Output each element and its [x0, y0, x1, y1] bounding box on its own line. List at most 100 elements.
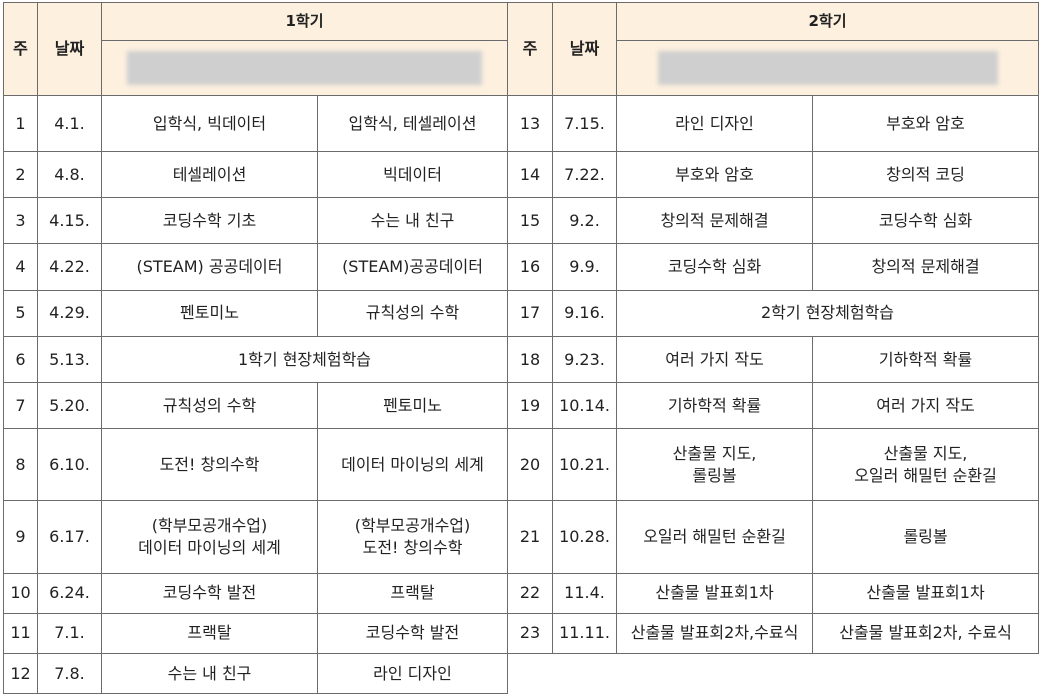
week-cell: 6: [3, 335, 38, 383]
cell-line: 여러 가지 작도: [876, 395, 975, 415]
cell-line: 코딩수학 심화: [667, 257, 762, 277]
cell-line: (학부모공개수업): [354, 516, 471, 536]
class-b-cell: (학부모공개수업) 도전! 창의수학: [316, 500, 509, 574]
cell-line: 코딩수학 발전: [162, 583, 257, 603]
field-trip-cell: 2학기 현장체험학습: [616, 289, 1040, 337]
date-cell: 11.11.: [552, 612, 618, 654]
date-cell: 4.22.: [37, 243, 102, 291]
table-row: 1 4.1. 입학식, 빅데이터 입학식, 테셀레이션 13 7.15. 라인 디자인 부호와…: [3, 94, 1040, 153]
table-row: 7 5.20. 규칙성의 수학 펜토미노 19 10.14. 기하학적 확률 여러 가지 작도: [3, 381, 1040, 430]
cell-line: 수는 내 친구: [370, 211, 455, 231]
header-subtitle-redacted-1: [100, 40, 509, 96]
header-semester-2: 2학기: [616, 2, 1040, 41]
cell-line: 롤링볼: [692, 465, 737, 485]
table-row: 11 7.1. 프랙탈 코딩수학 발전 23 11.11. 산출물 발표회2차,수료식 산출물…: [3, 612, 1040, 654]
class-b-cell: 펜토미노: [316, 381, 509, 430]
class-b-cell: 산출물 지도, 오일러 해밀턴 순환길: [812, 428, 1040, 502]
class-a-cell: 프랙탈: [101, 612, 318, 654]
week-cell: 18: [507, 335, 554, 383]
date-cell: 7.15.: [552, 94, 618, 153]
header-week-2: 주: [507, 2, 554, 96]
cell-line: 수는 내 친구: [167, 663, 252, 683]
class-a-cell: 라인 디자인: [616, 94, 814, 153]
cell-line: 펜토미노: [180, 303, 239, 323]
date-cell: 5.13.: [37, 335, 102, 383]
class-a-cell: 입학식, 빅데이터: [101, 94, 318, 153]
cell-line: 라인 디자인: [373, 663, 452, 683]
class-b-cell: 산출물 발표회2차, 수료식: [812, 612, 1040, 654]
table-row: 8 6.10. 도전! 창의수학 데이터 마이닝의 세계 20 10.21. 산출물 지도,…: [3, 428, 1040, 502]
class-b-cell: 창의적 코딩: [812, 151, 1040, 199]
date-cell: 7.1.: [37, 612, 102, 654]
cell-line: 여러 가지 작도: [665, 349, 764, 369]
week-cell: 19: [507, 381, 554, 430]
cell-line: 롤링볼: [903, 527, 948, 547]
week-cell: 3: [3, 197, 38, 245]
cell-line: 창의적 문제해결: [871, 257, 980, 277]
header-date-1: 날짜: [37, 2, 102, 96]
class-b-cell: 산출물 발표회1차: [812, 572, 1040, 614]
week-cell: 23: [507, 612, 554, 654]
cell-line: 산출물 발표회1차: [866, 583, 985, 603]
table-row: 5 4.29. 펜토미노 규칙성의 수학 17 9.16. 2학기 현장체험학습: [3, 289, 1040, 337]
class-a-cell: (학부모공개수업) 데이터 마이닝의 세계: [101, 500, 318, 574]
class-b-cell: 라인 디자인: [316, 652, 509, 695]
cell-line: 입학식, 테셀레이션: [348, 113, 477, 133]
cell-line: 빅데이터: [383, 164, 442, 184]
cell-line: 산출물 지도,: [883, 444, 968, 464]
date-cell: 4.8.: [37, 151, 102, 199]
week-cell: 7: [3, 381, 38, 430]
cell-line: 산출물 지도,: [672, 444, 757, 464]
date-cell: 4.29.: [37, 289, 102, 337]
class-b-cell: (STEAM)공공데이터: [316, 243, 509, 291]
cell-line: 펜토미노: [383, 395, 442, 415]
class-a-cell: 오일러 해밀턴 순환길: [616, 500, 814, 574]
cell-line: 부호와 암호: [675, 164, 754, 184]
class-a-cell: 테셀레이션: [101, 151, 318, 199]
cell-line: 산출물 발표회1차: [655, 583, 774, 603]
field-trip-cell: 1학기 현장체험학습: [100, 335, 509, 383]
cell-line: 산출물 발표회2차,수료식: [630, 623, 799, 643]
class-a-cell: 산출물 발표회1차: [616, 572, 814, 614]
class-a-cell: 산출물 지도, 롤링볼: [616, 428, 814, 502]
table-row: 12 7.8. 수는 내 친구 라인 디자인: [3, 652, 1039, 695]
class-a-cell: 규칙성의 수학: [101, 381, 318, 430]
redacted-bar: [657, 51, 998, 85]
header-semester-1: 1학기: [100, 2, 509, 41]
table-row: 6 5.13. 1학기 현장체험학습 18 9.23. 여러 가지 작도 기하학적 확률: [3, 335, 1040, 383]
cell-line: 프랙탈: [390, 583, 435, 603]
date-cell: 5.20.: [37, 381, 102, 430]
class-a-cell: 수는 내 친구: [101, 652, 318, 695]
week-cell: 2: [3, 151, 38, 199]
class-b-cell: 규칙성의 수학: [316, 289, 509, 337]
cell-line: 기하학적 확률: [878, 349, 973, 369]
week-cell: 12: [3, 652, 38, 695]
redacted-bar: [127, 51, 482, 85]
class-b-cell: 여러 가지 작도: [812, 381, 1040, 430]
empty-cell: [507, 652, 1039, 694]
class-b-cell: 프랙탈: [316, 572, 509, 614]
cell-line: 입학식, 빅데이터: [152, 113, 267, 133]
week-cell: 21: [507, 500, 554, 574]
class-a-cell: 도전! 창의수학: [101, 428, 318, 502]
date-cell: 7.8.: [37, 652, 102, 695]
class-b-cell: 코딩수학 심화: [812, 197, 1040, 245]
schedule-table: 주 날짜 1학기 주 날짜 2학기 1 4.1. 입학식, 빅데이터 입학식, 테셀레…: [3, 2, 1040, 695]
class-a-cell: 부호와 암호: [616, 151, 814, 199]
cell-line: 창의적 문제해결: [660, 211, 769, 231]
class-b-cell: 롤링볼: [812, 500, 1040, 574]
table-row: 10 6.24. 코딩수학 발전 프랙탈 22 11.4. 산출물 발표회1차 산출물 발표회…: [3, 572, 1040, 614]
date-cell: 6.24.: [37, 572, 102, 614]
class-b-cell: 수는 내 친구: [316, 197, 509, 245]
date-cell: 9.23.: [552, 335, 618, 383]
week-cell: 9: [3, 500, 38, 574]
cell-line: 기하학적 확률: [667, 395, 762, 415]
cell-line: (학부모공개수업): [151, 516, 268, 536]
class-a-cell: 창의적 문제해결: [616, 197, 814, 245]
date-cell: 9.2.: [552, 197, 618, 245]
date-cell: 10.28.: [552, 500, 618, 574]
class-a-cell: 기하학적 확률: [616, 381, 814, 430]
cell-line: 코딩수학 기초: [162, 211, 257, 231]
date-cell: 9.16.: [552, 289, 618, 337]
class-b-cell: 창의적 문제해결: [812, 243, 1040, 291]
